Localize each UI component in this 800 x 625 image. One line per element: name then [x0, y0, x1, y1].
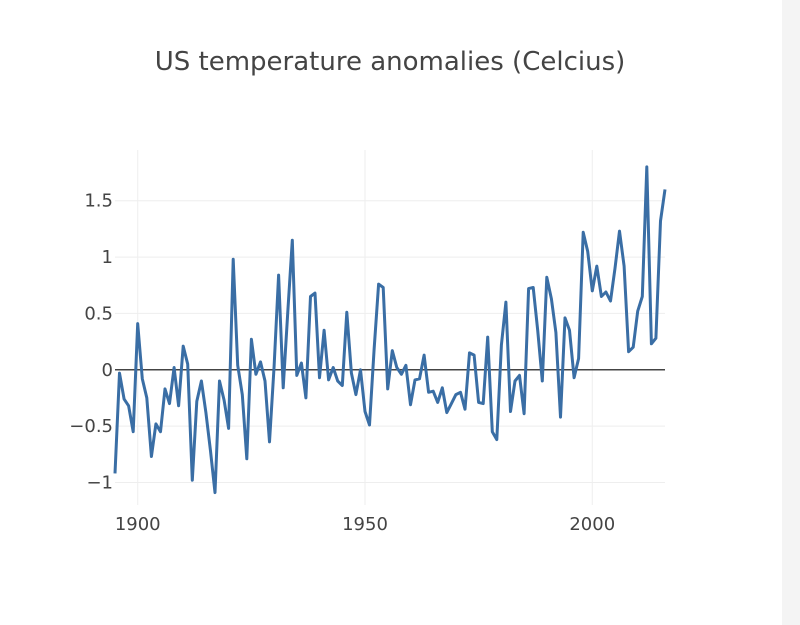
x-grid [137, 150, 593, 505]
x-tick-label: 1950 [342, 514, 388, 535]
scrollbar-strip [782, 0, 800, 625]
y-axis-ticks: −1 −0.5 0 0.5 1 1.5 [69, 191, 113, 494]
x-tick-label: 1900 [115, 514, 161, 535]
chart-title: US temperature anomalies (Celcius) [155, 47, 626, 77]
y-tick-label: −1 [86, 472, 113, 493]
x-tick-label: 2000 [569, 514, 615, 535]
y-tick-label: −0.5 [69, 416, 113, 437]
y-tick-label: 1 [102, 247, 113, 268]
y-tick-label: 0 [102, 360, 113, 381]
y-tick-label: 0.5 [84, 303, 113, 324]
series-line-temperature-anomaly [113, 165, 667, 495]
x-axis-ticks: 1900 1950 2000 [115, 514, 615, 535]
y-tick-label: 1.5 [84, 191, 113, 212]
